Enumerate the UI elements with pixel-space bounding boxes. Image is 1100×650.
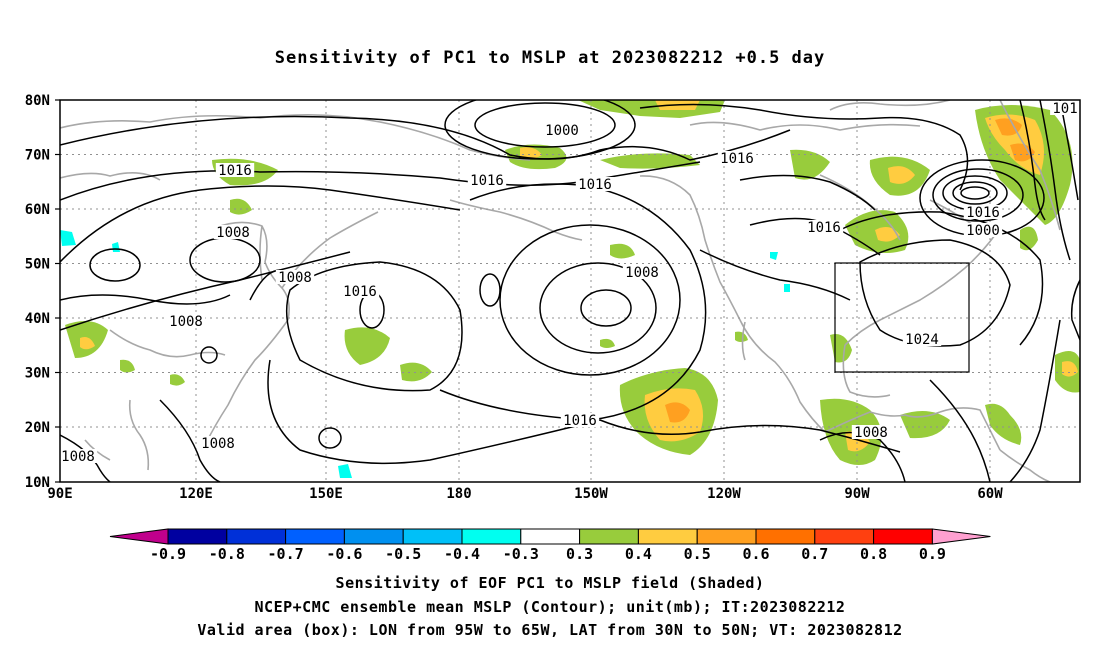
lat-label: 20N [25, 420, 50, 436]
contour-label: 1000 [966, 223, 1000, 239]
colorbar-swatch [873, 528, 933, 545]
colorbar-label: -0.8 [209, 545, 245, 563]
lon-label: 90W [844, 486, 870, 502]
contour-label-bg [902, 332, 942, 346]
colorbar-label: -0.7 [268, 545, 304, 563]
contour-label: 1016 [470, 173, 504, 189]
colorbar-swatch [343, 528, 404, 545]
contour-label: 1016 [807, 220, 841, 236]
longitude-labels: 90E 120E 150E 180 150W 120W 90W 60W [47, 486, 1003, 502]
colorbar-low-arrow [109, 528, 169, 545]
contour-label: 1008 [201, 436, 235, 452]
colorbar-swatch [520, 528, 581, 545]
caption-line-1: Sensitivity of EOF PC1 to MSLP field (Sh… [335, 574, 765, 592]
contour-label-bg [340, 284, 380, 298]
caption-line-3: Valid area (box): LON from 95W to 65W, L… [197, 621, 903, 639]
colorbar-label: -0.5 [385, 545, 421, 563]
colorbar-label: 0.8 [860, 545, 887, 563]
contour-label: 1016 [578, 177, 612, 193]
colorbar-swatch [814, 528, 875, 545]
contour-label: 1024 [905, 332, 939, 348]
lat-label: 60N [25, 202, 50, 218]
colorbar-label: 0.7 [801, 545, 828, 563]
colorbar-label: -0.4 [444, 545, 480, 563]
contour-label: 1016 [720, 151, 754, 167]
contour-label: 1016 [343, 284, 377, 300]
contour-label-bg [851, 425, 891, 439]
contour-label-bg [213, 225, 253, 239]
lat-label: 70N [25, 148, 50, 164]
contour-label-bg [215, 163, 255, 177]
colorbar-label: 0.3 [566, 545, 593, 563]
contour-label-bg [198, 436, 238, 450]
contour-label-bg [275, 270, 315, 284]
colorbar-swatch [167, 528, 228, 545]
contour-label-bg [622, 265, 662, 279]
colorbar-label: 0.5 [684, 545, 711, 563]
contour-label-bg [717, 151, 757, 165]
lon-label: 120E [179, 486, 213, 502]
colorbar-swatch [637, 528, 698, 545]
colorbar-label: -0.3 [503, 545, 539, 563]
contour-label-bg [1050, 101, 1080, 115]
colorbar-swatch [402, 528, 463, 545]
lon-label: 60W [977, 486, 1003, 502]
colorbar-high-arrow [931, 528, 991, 545]
lat-label: 10N [25, 475, 50, 491]
lat-label: 30N [25, 366, 50, 382]
contour-label: 1000 [545, 123, 579, 139]
caption-line-2: NCEP+CMC ensemble mean MSLP (Contour); u… [254, 598, 846, 616]
contour-label: 1016 [218, 163, 252, 179]
lon-label: 150W [574, 486, 608, 502]
colorbar-swatch [696, 528, 757, 545]
contour-label: 1008 [216, 225, 250, 241]
lon-label: 120W [707, 486, 741, 502]
colorbar-swatch [226, 528, 287, 545]
contour-label: 1016 [563, 413, 597, 429]
contour-label: 1016 [966, 205, 1000, 221]
contour-label: 1008 [278, 270, 312, 286]
coastlines [60, 100, 1061, 482]
colorbar-label: 0.4 [625, 545, 652, 563]
contour-label-bg [963, 223, 1003, 237]
contour-label-bg [963, 205, 1003, 219]
contour-label: 1008 [61, 449, 95, 465]
colorbar-swatch [461, 528, 522, 545]
colorbar-label: -0.9 [150, 545, 186, 563]
contour-label: 101 [1052, 101, 1077, 117]
contour-label-bg [560, 413, 600, 427]
contour-label-bg [58, 449, 98, 463]
colorbar-label: 0.6 [742, 545, 769, 563]
map-frame [59, 99, 1081, 483]
contour-label-bg [166, 314, 206, 328]
lon-label: 150E [309, 486, 343, 502]
lat-label: 40N [25, 311, 50, 327]
contour-label-bg [467, 173, 507, 187]
lat-label: 80N [25, 93, 50, 109]
latitude-labels: 80N 70N 60N 50N 40N 30N 20N 10N [25, 93, 60, 491]
contour-labels: 1000 1016 1016 1016 1016 1016 1016 1016 1008 1008… [58, 101, 1080, 465]
map-title: Sensitivity of PC1 to MSLP at 2023082212… [274, 48, 826, 68]
contour-label-bg [542, 123, 582, 137]
colorbar: -0.9 -0.8 -0.7 -0.6 -0.5 -0.4 -0.3 0.3 0.4 0.5 0.6… [109, 528, 991, 563]
valid-area-box [834, 262, 970, 373]
contour-label-bg [804, 220, 844, 234]
colorbar-swatch [579, 528, 639, 545]
colorbar-swatch [755, 528, 816, 545]
lon-label: 90E [47, 486, 72, 502]
contour-label-bg [575, 177, 615, 191]
colorbar-label: 0.9 [919, 545, 946, 563]
contour-label: 1008 [625, 265, 659, 281]
contour-label: 1008 [169, 314, 203, 330]
lon-label: 180 [446, 486, 471, 502]
lat-label: 50N [25, 257, 50, 273]
contour-label: 1008 [854, 425, 888, 441]
colorbar-swatch [285, 528, 345, 545]
colorbar-label: -0.6 [326, 545, 362, 563]
